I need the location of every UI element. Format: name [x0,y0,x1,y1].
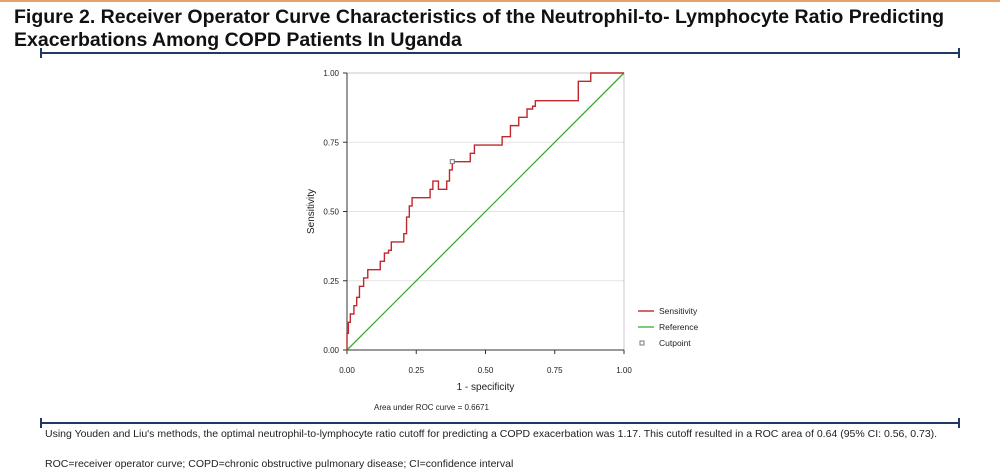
cutpoint-marker [449,159,455,165]
sensitivity-curve [346,72,624,350]
y-tick-label-4: 1.00 [323,69,339,78]
legend-cutpoint-label: Cutpoint [659,338,691,348]
auc-annotation: Area under ROC curve = 0.6671 [374,403,490,412]
legend-cutpoint-swatch [639,340,645,346]
x-tick-label-3: 0.75 [547,366,563,375]
series [346,72,625,351]
y-axis-label: Sensitivity [306,189,317,234]
y-tick-label-2: 0.50 [323,208,339,217]
top-divider [40,48,960,58]
legend: Sensitivity Reference Cutpoint [638,306,698,348]
x-tick-label-0: 0.00 [339,366,355,375]
legend-sensitivity-label: Sensitivity [659,306,698,316]
x-axis-label: 1 - specificity [457,382,515,393]
footnote-abbreviations: ROC=receiver operator curve; COPD=chroni… [45,458,514,470]
x-tick-label-2: 0.50 [478,366,494,375]
reference-line [346,72,625,351]
y-tick-label-1: 0.25 [323,277,339,286]
figure-title: Figure 2. Receiver Operator Curve Charac… [14,6,945,51]
x-tick-label-4: 1.00 [616,366,632,375]
legend-reference-label: Reference [659,322,698,332]
axes: 0.00 0.25 0.50 0.75 1.00 0.00 0.25 0.50 0.75 1.00 [323,69,632,375]
x-tick-label-1: 0.25 [408,366,424,375]
y-tick-label-0: 0.00 [323,346,339,355]
y-tick-label-3: 0.75 [323,138,339,147]
footnote-methods: Using Youden and Liu's methods, the opti… [45,428,938,440]
top-accent-line [0,0,1000,2]
bottom-divider [40,418,960,428]
